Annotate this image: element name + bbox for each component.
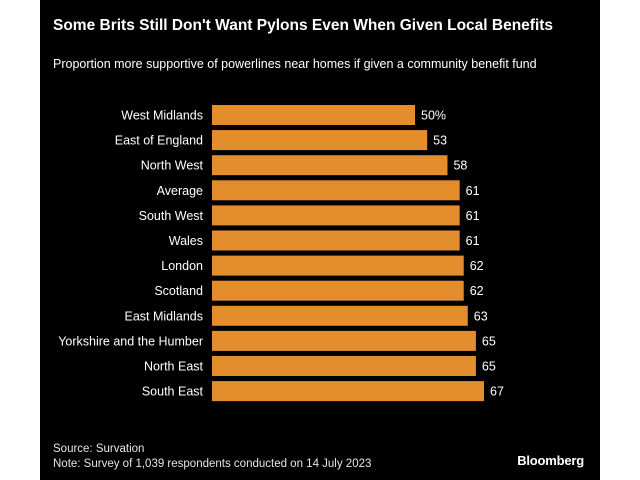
category-label-south-east: South East	[142, 385, 204, 399]
bar-london	[212, 255, 464, 276]
bar-west-midlands	[212, 105, 415, 125]
bar-yorkshire-and-the-humber	[212, 330, 476, 351]
category-label-wales: Wales	[169, 234, 203, 248]
category-label-north-east: North East	[144, 360, 204, 374]
value-label-north-west: 58	[453, 159, 467, 173]
value-label-scotland: 62	[470, 284, 484, 298]
category-label-north-west: North West	[141, 159, 204, 173]
chart-subtitle: Proportion more supportive of powerlines…	[53, 57, 537, 71]
category-label-east-midlands: East Midlands	[124, 309, 203, 323]
chart-title: Some Brits Still Don't Want Pylons Even …	[53, 17, 554, 34]
bar-north-west	[212, 155, 448, 176]
value-label-average: 61	[466, 184, 480, 198]
chart-panel: Some Brits Still Don't Want Pylons Even …	[40, 0, 600, 480]
category-label-south-west: South West	[139, 209, 204, 223]
bar-average	[212, 180, 460, 201]
value-label-east-of-england: 53	[433, 134, 447, 148]
bar-east-midlands	[212, 305, 468, 326]
value-label-yorkshire-and-the-humber: 65	[482, 334, 496, 348]
bar-east-of-england	[212, 130, 428, 151]
bloomberg-logo: Bloomberg	[517, 453, 584, 468]
value-label-wales: 61	[466, 234, 480, 248]
value-label-south-east: 67	[490, 385, 504, 399]
survey-note: Note: Survey of 1,039 respondents conduc…	[53, 458, 372, 470]
source-note: Source: Survation	[53, 443, 145, 455]
category-label-london: London	[161, 259, 203, 273]
value-label-north-east: 65	[482, 360, 496, 374]
bar-chart: West Midlands 50% East of England 53 North W…	[58, 105, 504, 402]
category-label-scotland: Scotland	[154, 284, 203, 298]
bar-south-east	[212, 381, 485, 402]
category-label-west-midlands: West Midlands	[121, 109, 203, 123]
bar-south-west	[212, 205, 460, 226]
value-label-london: 62	[470, 259, 484, 273]
bar-north-east	[212, 356, 476, 376]
value-label-east-midlands: 63	[474, 309, 488, 323]
value-label-south-west: 61	[466, 209, 480, 223]
category-label-yorkshire-and-the-humber: Yorkshire and the Humber	[58, 334, 203, 348]
category-label-average: Average	[157, 184, 203, 198]
bar-scotland	[212, 280, 464, 301]
category-label-east-of-england: East of England	[115, 134, 203, 148]
bar-wales	[212, 230, 460, 251]
value-label-west-midlands: 50%	[421, 109, 446, 123]
